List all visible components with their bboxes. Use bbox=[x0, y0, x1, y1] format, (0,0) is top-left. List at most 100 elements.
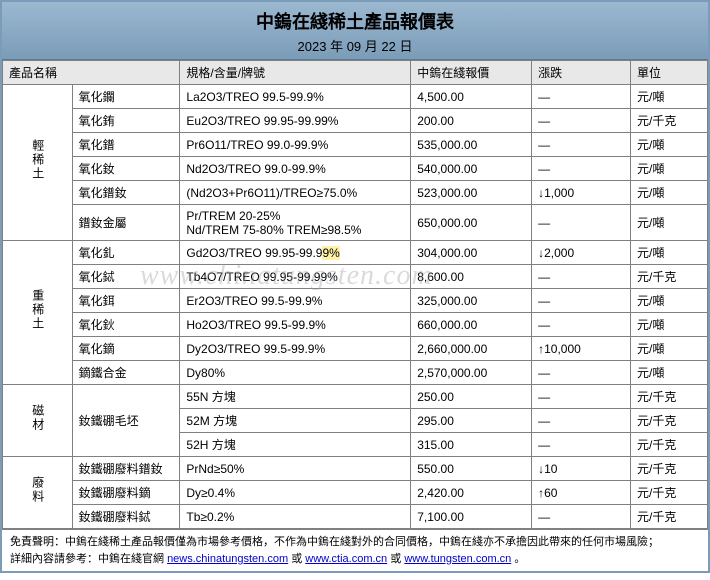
footer-line2-prefix: 詳細內容請參考：中鎢在綫官網 bbox=[10, 553, 167, 565]
price-change: ↓2,000 bbox=[532, 241, 631, 265]
product-price: 523,000.00 bbox=[411, 181, 532, 205]
category-label: 廢料 bbox=[3, 457, 73, 529]
price-change: — bbox=[532, 205, 631, 241]
product-price: 8,600.00 bbox=[411, 265, 532, 289]
price-unit: 元/噸 bbox=[631, 181, 708, 205]
product-name: 鏑鐵合金 bbox=[72, 361, 180, 385]
product-spec: 55N 方塊 bbox=[180, 385, 411, 409]
category-label: 輕稀土 bbox=[3, 85, 73, 241]
price-unit: 元/噸 bbox=[631, 337, 708, 361]
product-name: 釹鐵硼廢料鋱 bbox=[72, 505, 180, 529]
price-change: — bbox=[532, 313, 631, 337]
price-unit: 元/噸 bbox=[631, 133, 708, 157]
category-label: 磁材 bbox=[3, 385, 73, 457]
price-unit: 元/千克 bbox=[631, 505, 708, 529]
price-unit: 元/千克 bbox=[631, 481, 708, 505]
price-change: ↑10,000 bbox=[532, 337, 631, 361]
price-unit: 元/千克 bbox=[631, 109, 708, 133]
product-spec: Pr6O11/TREO 99.0-99.9% bbox=[180, 133, 411, 157]
product-price: 650,000.00 bbox=[411, 205, 532, 241]
price-unit: 元/噸 bbox=[631, 361, 708, 385]
product-price: 295.00 bbox=[411, 409, 532, 433]
product-spec: Eu2O3/TREO 99.95-99.99% bbox=[180, 109, 411, 133]
table-row: 釹鐵硼廢料鋱Tb≥0.2%7,100.00—元/千克 bbox=[3, 505, 708, 529]
product-price: 2,570,000.00 bbox=[411, 361, 532, 385]
price-change: — bbox=[532, 385, 631, 409]
price-unit: 元/千克 bbox=[631, 265, 708, 289]
price-change: ↑60 bbox=[532, 481, 631, 505]
product-name: 氧化鈥 bbox=[72, 313, 180, 337]
product-price: 200.00 bbox=[411, 109, 532, 133]
product-spec: Dy80% bbox=[180, 361, 411, 385]
disclaimer-footer: 免責聲明：中鎢在綫稀土產品報價僅為市場參考價格，不作為中鎢在綫對外的合同價格，中… bbox=[2, 529, 708, 571]
price-table: 產品名稱 規格/含量/牌號 中鎢在綫報價 漲跌 單位 輕稀土氧化鑭La2O3/T… bbox=[2, 60, 708, 529]
product-spec: Pr/TREM 20-25% Nd/TREM 75-80% TREM≥98.5% bbox=[180, 205, 411, 241]
table-row: 氧化鐠Pr6O11/TREO 99.0-99.9%535,000.00—元/噸 bbox=[3, 133, 708, 157]
price-unit: 元/噸 bbox=[631, 205, 708, 241]
table-row: 氧化鐠釹(Nd2O3+Pr6O11)/TREO≥75.0%523,000.00↓… bbox=[3, 181, 708, 205]
col-change: 漲跌 bbox=[532, 61, 631, 85]
product-price: 250.00 bbox=[411, 385, 532, 409]
price-table-container: 中鎢在綫稀土產品報價表 2023 年 09 月 22 日 產品名稱 規格/含量/… bbox=[0, 0, 710, 573]
footer-sep2: 或 bbox=[390, 553, 404, 565]
col-price: 中鎢在綫報價 bbox=[411, 61, 532, 85]
table-row: 氧化銪Eu2O3/TREO 99.95-99.99%200.00—元/千克 bbox=[3, 109, 708, 133]
footer-link-3[interactable]: www.tungsten.com.cn bbox=[404, 553, 511, 565]
price-unit: 元/噸 bbox=[631, 157, 708, 181]
col-product-name: 產品名稱 bbox=[3, 61, 180, 85]
product-name: 氧化釓 bbox=[72, 241, 180, 265]
table-row: 氧化釹Nd2O3/TREO 99.0-99.9%540,000.00—元/噸 bbox=[3, 157, 708, 181]
price-change: ↓1,000 bbox=[532, 181, 631, 205]
price-unit: 元/噸 bbox=[631, 241, 708, 265]
price-change: — bbox=[532, 409, 631, 433]
table-row: 氧化鉺Er2O3/TREO 99.5-99.9%325,000.00—元/噸 bbox=[3, 289, 708, 313]
price-change: — bbox=[532, 133, 631, 157]
table-row: 廢料釹鐵硼廢料鐠釹PrNd≥50%550.00↓10元/千克 bbox=[3, 457, 708, 481]
product-name: 氧化鏑 bbox=[72, 337, 180, 361]
table-row: 磁材釹鐵硼毛坯55N 方塊250.00—元/千克 bbox=[3, 385, 708, 409]
product-spec: Tb≥0.2% bbox=[180, 505, 411, 529]
product-name: 釹鐵硼廢料鐠釹 bbox=[72, 457, 180, 481]
product-price: 535,000.00 bbox=[411, 133, 532, 157]
product-name: 氧化鐠 bbox=[72, 133, 180, 157]
table-row: 氧化鈥Ho2O3/TREO 99.5-99.9%660,000.00—元/噸 bbox=[3, 313, 708, 337]
product-price: 660,000.00 bbox=[411, 313, 532, 337]
product-price: 325,000.00 bbox=[411, 289, 532, 313]
product-price: 550.00 bbox=[411, 457, 532, 481]
product-spec: La2O3/TREO 99.5-99.9% bbox=[180, 85, 411, 109]
price-unit: 元/噸 bbox=[631, 289, 708, 313]
price-change: — bbox=[532, 361, 631, 385]
col-unit: 單位 bbox=[631, 61, 708, 85]
table-row: 鏑鐵合金Dy80%2,570,000.00—元/噸 bbox=[3, 361, 708, 385]
product-price: 304,000.00 bbox=[411, 241, 532, 265]
product-price: 7,100.00 bbox=[411, 505, 532, 529]
footer-link-1[interactable]: news.chinatungsten.com bbox=[167, 553, 288, 565]
product-name: 釹鐵硼毛坯 bbox=[72, 385, 180, 457]
price-change: — bbox=[532, 433, 631, 457]
product-spec: Ho2O3/TREO 99.5-99.9% bbox=[180, 313, 411, 337]
product-spec: (Nd2O3+Pr6O11)/TREO≥75.0% bbox=[180, 181, 411, 205]
price-change: — bbox=[532, 109, 631, 133]
product-name: 氧化釹 bbox=[72, 157, 180, 181]
table-row: 重稀土氧化釓Gd2O3/TREO 99.95-99.99%304,000.00↓… bbox=[3, 241, 708, 265]
product-name: 鐠釹金屬 bbox=[72, 205, 180, 241]
category-label: 重稀土 bbox=[3, 241, 73, 385]
product-spec: Gd2O3/TREO 99.95-99.99% bbox=[180, 241, 411, 265]
table-row: 釹鐵硼廢料鏑Dy≥0.4%2,420.00↑60元/千克 bbox=[3, 481, 708, 505]
price-unit: 元/噸 bbox=[631, 313, 708, 337]
table-row: 氧化鏑Dy2O3/TREO 99.5-99.9%2,660,000.00↑10,… bbox=[3, 337, 708, 361]
footer-link-2[interactable]: www.ctia.com.cn bbox=[305, 553, 387, 565]
product-price: 540,000.00 bbox=[411, 157, 532, 181]
price-unit: 元/千克 bbox=[631, 385, 708, 409]
product-name: 氧化鐠釹 bbox=[72, 181, 180, 205]
page-title: 中鎢在綫稀土產品報價表 bbox=[2, 8, 708, 34]
footer-sep1: 或 bbox=[291, 553, 305, 565]
price-change: — bbox=[532, 157, 631, 181]
table-header: 中鎢在綫稀土產品報價表 2023 年 09 月 22 日 bbox=[2, 2, 708, 60]
col-spec: 規格/含量/牌號 bbox=[180, 61, 411, 85]
product-price: 2,660,000.00 bbox=[411, 337, 532, 361]
price-change: — bbox=[532, 505, 631, 529]
price-unit: 元/千克 bbox=[631, 409, 708, 433]
product-price: 2,420.00 bbox=[411, 481, 532, 505]
table-header-row: 產品名稱 規格/含量/牌號 中鎢在綫報價 漲跌 單位 bbox=[3, 61, 708, 85]
